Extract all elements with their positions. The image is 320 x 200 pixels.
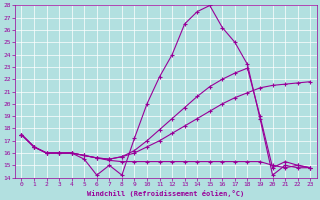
X-axis label: Windchill (Refroidissement éolien,°C): Windchill (Refroidissement éolien,°C) [87,190,244,197]
